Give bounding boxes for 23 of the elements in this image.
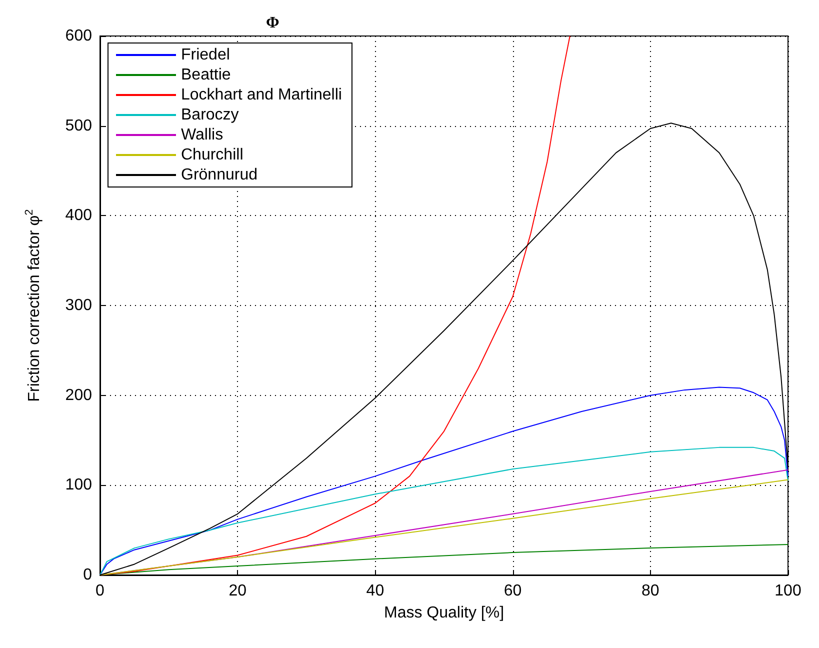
y-axis-title: Friction correction factor φ2 xyxy=(24,209,43,402)
legend-label: Wallis xyxy=(181,126,224,144)
y-tick-label: 300 xyxy=(65,297,92,314)
y-tick-label: 600 xyxy=(65,28,92,44)
y-tick-label: 500 xyxy=(65,117,92,134)
y-tick-label: 400 xyxy=(65,207,92,224)
x-tick-label: 20 xyxy=(228,582,247,600)
x-tick-label: 0 xyxy=(96,582,105,600)
legend-label: Friedel xyxy=(181,46,230,64)
legend-label: Baroczy xyxy=(181,106,239,124)
x-tick-label: 60 xyxy=(504,582,522,600)
chart-title: Φ xyxy=(266,14,280,32)
x-tick-label: 40 xyxy=(366,582,384,600)
legend-label: Grönnurud xyxy=(181,166,258,184)
x-axis-title: Mass Quality [%] xyxy=(384,604,504,622)
y-tick-label: 0 xyxy=(83,566,92,584)
legend-label: Beattie xyxy=(181,66,231,84)
legend-label: Churchill xyxy=(181,146,244,164)
y-tick-label: 100 xyxy=(65,476,92,494)
legend-label: Lockhart and Martinelli xyxy=(181,86,342,104)
x-tick-label: 100 xyxy=(774,582,802,600)
y-tick-label: 200 xyxy=(65,386,92,404)
x-tick-label: 80 xyxy=(642,582,660,600)
